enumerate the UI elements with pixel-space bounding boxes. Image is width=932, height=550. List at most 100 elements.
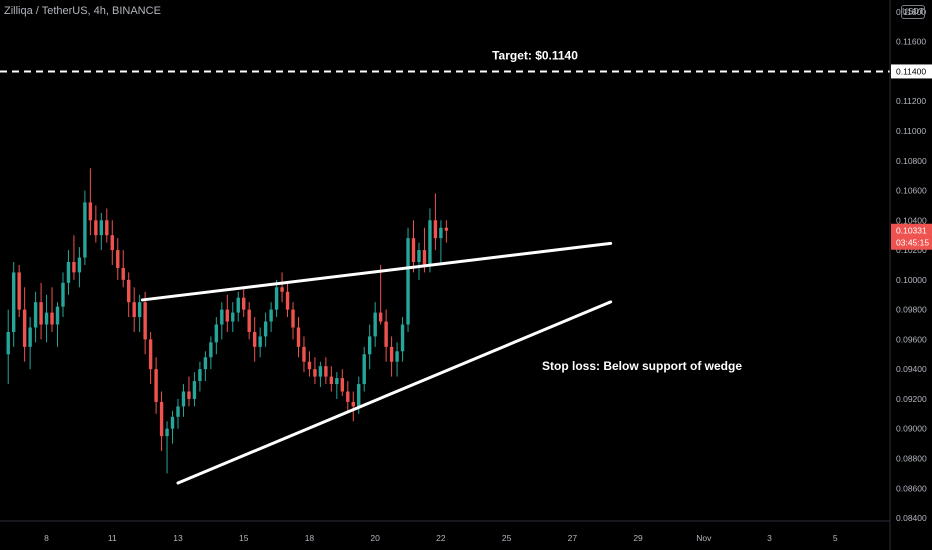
candle (373, 302, 377, 347)
x-tick-label: 15 (239, 533, 249, 543)
candle (236, 291, 240, 322)
candle-body (28, 327, 32, 347)
candle (110, 220, 114, 265)
candle (417, 242, 421, 280)
last-price-value: 0.10331 (896, 226, 927, 236)
y-tick-label: 0.10800 (896, 156, 927, 166)
candle-body (143, 302, 147, 340)
candle-body (291, 309, 295, 328)
candle-body (72, 261, 76, 273)
candle-body (395, 351, 399, 362)
drawings-layer: Target: $0.1140 Stop loss: Below support … (0, 48, 890, 485)
candle (44, 294, 49, 343)
candle (302, 336, 306, 373)
y-tick-label: 0.08600 (896, 483, 927, 493)
last-price-tag (891, 223, 932, 250)
target-price-tag (891, 64, 932, 79)
support-trendline (176, 300, 613, 485)
candle (198, 361, 202, 392)
candle-body (83, 202, 87, 258)
candle-body (187, 391, 191, 399)
candle-body (335, 378, 339, 385)
candle (127, 272, 131, 318)
candle (258, 327, 262, 358)
candle-body (209, 342, 213, 358)
candle-body (389, 346, 394, 362)
candle (11, 261, 16, 347)
y-tick-label: 0.11200 (896, 96, 926, 106)
candle-body (214, 324, 219, 343)
candle-body (357, 384, 361, 407)
candle-body (406, 238, 410, 325)
candle-body (296, 327, 301, 347)
candle (389, 336, 394, 377)
candle (55, 302, 60, 347)
candle (285, 282, 290, 318)
currency-button[interactable]: USDT (901, 5, 925, 19)
candle-body (154, 369, 158, 402)
candle-body (351, 401, 355, 407)
candle (340, 369, 345, 396)
candle-body (269, 309, 273, 322)
candle-body (307, 361, 312, 370)
candle (28, 317, 32, 370)
candle-body (220, 309, 224, 325)
candle (335, 372, 339, 399)
candle (280, 272, 284, 303)
candle-body (340, 378, 345, 392)
x-tick-label: 11 (108, 533, 117, 543)
x-tick-label: 8 (44, 533, 49, 543)
candle-body (88, 202, 93, 221)
candle (247, 302, 251, 340)
candle-body (411, 238, 416, 262)
candle-body (439, 227, 443, 239)
candle (214, 317, 219, 355)
x-tick-label: 22 (436, 533, 446, 543)
candle (324, 357, 328, 385)
candle (406, 227, 410, 332)
x-tick-label: Nov (696, 533, 712, 543)
candle (225, 294, 229, 332)
y-tick-label: 0.08800 (896, 453, 927, 463)
y-tick-label: 0.09200 (896, 394, 927, 404)
candle-body (22, 309, 27, 347)
candle-body (231, 312, 235, 322)
y-tick-label: 0.11000 (896, 126, 926, 136)
y-tick-label: 0.09600 (896, 334, 927, 344)
candle (378, 264, 383, 325)
candle (83, 190, 87, 265)
candle-body (274, 287, 279, 310)
candle-body (428, 220, 432, 265)
candle (209, 336, 213, 370)
candle (428, 208, 432, 273)
candle-body (417, 250, 421, 262)
y-tick-label: 0.09000 (896, 424, 927, 434)
x-tick-label: 13 (173, 533, 183, 543)
candle-body (329, 376, 334, 385)
candle-body (17, 272, 21, 310)
candle (400, 317, 405, 362)
candle (77, 247, 82, 288)
candle (17, 264, 21, 318)
y-tick-label: 0.10400 (896, 215, 927, 225)
candle (176, 398, 180, 429)
candle (274, 279, 279, 318)
candle-body (127, 279, 131, 303)
candle-body (33, 302, 38, 328)
candle (203, 351, 208, 382)
candle (395, 342, 399, 377)
candle (181, 384, 186, 417)
candle (94, 205, 98, 243)
candle (367, 324, 372, 370)
candle (6, 309, 10, 385)
x-tick-label: 18 (305, 533, 315, 543)
candle (105, 208, 109, 243)
y-tick-label: 0.10200 (896, 245, 927, 255)
symbol-header: Zilliqa / TetherUS, 4h, BINANCE (4, 5, 161, 17)
candle (231, 302, 235, 332)
candle (313, 357, 317, 385)
candle (318, 361, 323, 388)
candle (307, 351, 312, 377)
